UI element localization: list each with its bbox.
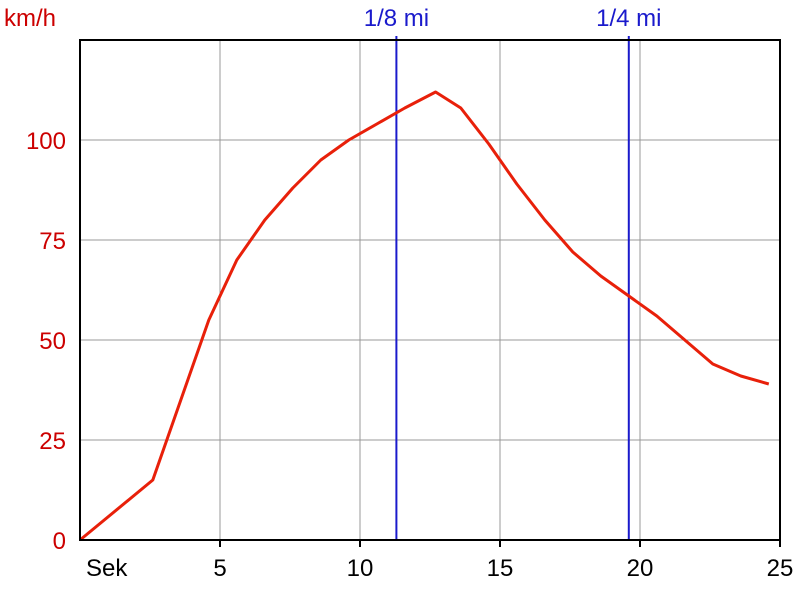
y-tick-label: 75	[39, 228, 66, 255]
y-tick-label: 25	[39, 428, 66, 455]
x-tick-label: 20	[627, 555, 654, 582]
series-layer	[79, 90, 770, 542]
x-tick-label: 15	[487, 555, 514, 582]
x-tick-label: 10	[347, 555, 374, 582]
x-axis-unit-label: Sek	[86, 555, 128, 582]
y-tick-label: 0	[53, 528, 66, 555]
distance-marker-label: 1/8 mi	[364, 5, 429, 32]
marker-layer: 1/8 mi 1/4 mi	[364, 5, 661, 540]
distance-marker-label: 1/4 mi	[596, 5, 661, 32]
y-tick-label: 100	[26, 128, 66, 155]
y-tick-label: 50	[39, 328, 66, 355]
x-tick-label: 25	[767, 555, 794, 582]
x-tick-label: 5	[213, 555, 226, 582]
grid-layer	[80, 40, 780, 540]
plot-frame	[79, 39, 781, 541]
y-axis-unit-label: km/h	[4, 5, 56, 32]
speed-series-line	[79, 90, 770, 542]
tick-layer: 5 10 15 20 25 0 25 50 75 100	[26, 128, 793, 582]
